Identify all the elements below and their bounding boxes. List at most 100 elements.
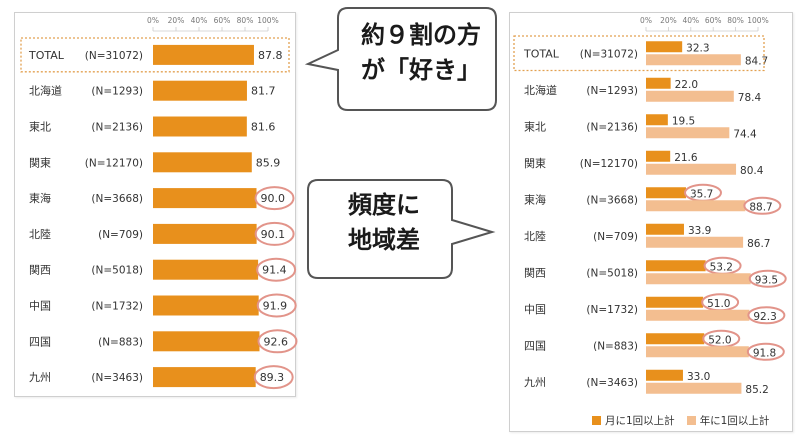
highlight-circle — [256, 257, 297, 282]
bar-yearly-value-label: 78.4 — [738, 92, 762, 104]
bar — [153, 152, 252, 173]
bar-monthly — [646, 369, 683, 381]
category-label: 中国 — [29, 300, 51, 313]
bar-value-label: 91.9 — [263, 300, 288, 313]
legend-item-yearly: 年に1回以上計 — [686, 413, 770, 428]
x-tick-label: 40% — [191, 16, 208, 25]
bar-value-label: 87.8 — [258, 49, 283, 62]
bar-monthly — [646, 223, 684, 235]
bar-yearly — [646, 382, 742, 394]
sample-size-label: (N=3668) — [586, 194, 638, 206]
bar-monthly-value-label: 51.0 — [707, 298, 730, 310]
sample-size-label: (N=2136) — [586, 121, 638, 133]
bar — [153, 80, 247, 101]
bar-monthly-value-label: 53.2 — [710, 261, 733, 273]
x-tick-label: 60% — [705, 16, 722, 25]
category-label: 東海 — [29, 191, 51, 205]
bar — [153, 295, 259, 316]
bar-yearly — [646, 309, 750, 321]
bar — [153, 116, 247, 137]
bar-monthly-value-label: 52.0 — [708, 334, 731, 346]
highlight-circle — [257, 329, 298, 354]
bar-monthly — [646, 333, 705, 345]
bar-value-label: 81.7 — [251, 85, 276, 98]
highlight-circle — [747, 306, 786, 325]
category-label: 北陸 — [29, 228, 51, 241]
legend-label-yearly: 年に1回以上計 — [699, 415, 770, 427]
sample-size-label: (N=31072) — [85, 50, 143, 62]
bar-yearly-value-label: 85.2 — [745, 384, 768, 396]
right-chart-panel: 0% 20% 40% 60% 80% 100% TOTAL (N=31072) 32.3 84.7… — [509, 12, 793, 432]
callout-bubble-middle: 頻度に 地域差 — [306, 176, 496, 286]
bar-monthly — [646, 187, 686, 199]
category-label: 北陸 — [524, 230, 546, 243]
bar-yearly-value-label: 84.7 — [745, 55, 768, 67]
bar-monthly-value-label: 22.0 — [675, 79, 698, 91]
highlight-circle — [254, 186, 295, 211]
bar-yearly-value-label: 91.8 — [753, 347, 776, 359]
callout-top-line-1: 約９割の方 — [361, 21, 481, 49]
bar-value-label: 91.4 — [262, 264, 287, 277]
bar — [153, 44, 254, 65]
bar-yearly-value-label: 88.7 — [749, 201, 772, 213]
x-tick-label: 40% — [682, 16, 699, 25]
bar-yearly — [646, 90, 734, 102]
category-label: 東海 — [524, 192, 546, 206]
sample-size-label: (N=3463) — [91, 372, 143, 384]
bar-monthly — [646, 77, 671, 89]
category-label: 四国 — [29, 335, 51, 348]
sample-size-label: (N=1293) — [586, 85, 638, 97]
highlight-circle — [253, 365, 294, 390]
bar — [153, 331, 260, 352]
x-tick-label: 0% — [640, 16, 652, 25]
x-tick-label: 20% — [660, 16, 677, 25]
bar-yearly-value-label: 92.3 — [753, 311, 776, 323]
sample-size-label: (N=3668) — [91, 193, 143, 205]
x-tick-label: 0% — [147, 16, 159, 25]
category-label: 関西 — [29, 264, 51, 277]
category-label: TOTAL — [28, 49, 65, 62]
category-label: 関東 — [524, 157, 546, 170]
category-label: 東北 — [29, 121, 51, 134]
x-tick-label: 60% — [214, 16, 231, 25]
bar-monthly-value-label: 35.7 — [690, 188, 713, 200]
category-label: TOTAL — [523, 47, 560, 60]
category-label: 中国 — [524, 303, 546, 316]
left-chart-panel: 0% 20% 40% 60% 80% 100% TOTAL (N=31072) 87.8 北海道 (… — [14, 12, 298, 397]
bar-yearly — [646, 163, 737, 175]
sample-size-label: (N=5018) — [586, 267, 638, 279]
category-label: 東北 — [524, 120, 546, 133]
category-label: 九州 — [524, 376, 546, 389]
sample-size-label: (N=12170) — [580, 158, 638, 170]
bar-monthly-value-label: 33.9 — [688, 225, 711, 237]
callout-bubble-top-shape — [304, 7, 497, 111]
bar-monthly — [646, 260, 706, 272]
bar-value-label: 89.3 — [260, 371, 285, 384]
bar-monthly — [646, 296, 704, 308]
bar-yearly — [646, 346, 749, 358]
sample-size-label: (N=12170) — [85, 157, 143, 169]
bar-monthly — [646, 41, 683, 53]
sample-size-label: (N=883) — [593, 340, 638, 352]
callout-bubble-top: 約９割の方 が「好き」 — [304, 4, 500, 116]
legend-label-monthly: 月に1回以上計 — [605, 415, 675, 427]
bar-monthly-value-label: 21.6 — [674, 152, 698, 164]
bar-yearly — [646, 127, 730, 139]
legend-swatch-monthly — [592, 416, 601, 425]
bar-monthly-value-label: 33.0 — [687, 371, 710, 383]
x-tick-label: 100% — [257, 16, 278, 25]
bar-yearly-value-label: 86.7 — [747, 238, 770, 250]
bar — [153, 367, 256, 388]
bar-monthly — [646, 114, 668, 126]
bar-yearly-value-label: 93.5 — [755, 274, 778, 286]
category-label: 北海道 — [524, 83, 557, 97]
bar-yearly — [646, 54, 741, 66]
category-label: 関東 — [29, 156, 51, 169]
bar — [153, 223, 257, 244]
highlight-circle — [746, 342, 785, 361]
chart-legend: 月に1回以上計 年に1回以上計 — [592, 413, 769, 428]
bar-monthly-value-label: 32.3 — [686, 42, 709, 54]
bar-value-label: 90.0 — [261, 192, 286, 205]
sample-size-label: (N=709) — [593, 231, 638, 243]
bar-yearly — [646, 236, 744, 248]
